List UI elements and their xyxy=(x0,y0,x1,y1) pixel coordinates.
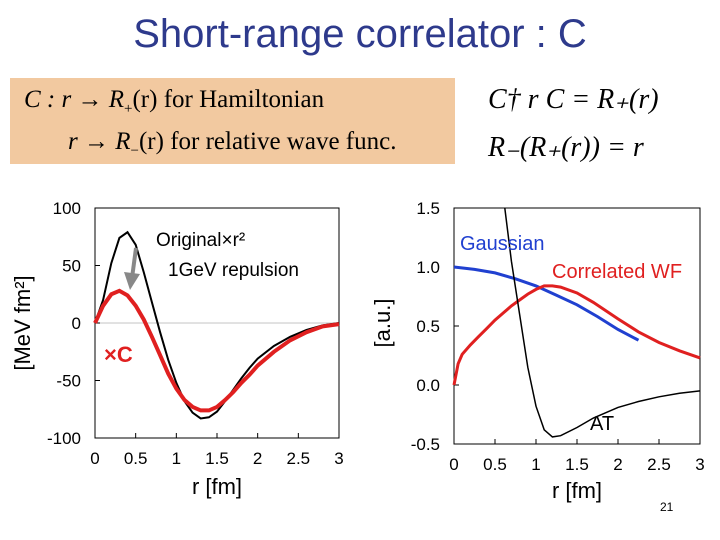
slide-title: Short-range correlator : C xyxy=(133,12,587,56)
y-tick-label: 50 xyxy=(62,257,81,276)
y-tick-label: 100 xyxy=(53,199,81,218)
right-series-gaussian xyxy=(453,265,640,342)
equation-inverse: R₋(R₊(r)) = r xyxy=(488,132,644,163)
x-tick-label: 0.5 xyxy=(124,449,148,468)
def2-prefix: r → R xyxy=(68,128,131,155)
left-arrow-shaft xyxy=(130,247,138,279)
equation-correlator: C† r C = R₊(r) xyxy=(488,84,659,115)
page-number: 21 xyxy=(660,500,674,514)
y-tick-label: 0.0 xyxy=(416,376,440,395)
x-tick-label: 1 xyxy=(172,449,181,468)
x-tick-label: 3 xyxy=(695,455,704,474)
legend-gaussian: Gaussian xyxy=(460,233,545,255)
x-tick-label: 2 xyxy=(253,449,262,468)
x-tick-label: 1.5 xyxy=(205,449,229,468)
right-series-correlated xyxy=(452,284,701,386)
left-ylabel: [MeV fm²] xyxy=(10,275,35,370)
definition-wavefunction: r → R−(r) for relative wave func. xyxy=(68,128,396,160)
y-tick-label: -0.5 xyxy=(411,435,440,454)
right-xlabel: r [fm] xyxy=(552,478,602,503)
y-tick-label: -100 xyxy=(47,429,81,448)
x-tick-label: 3 xyxy=(334,449,343,468)
annotation-times-c: ×C xyxy=(104,342,133,367)
x-tick-label: 0 xyxy=(90,449,99,468)
x-tick-label: 1 xyxy=(531,455,540,474)
left-series-original xyxy=(94,230,340,420)
y-tick-label: 0.5 xyxy=(416,317,440,336)
x-tick-label: 1.5 xyxy=(565,455,589,474)
def1-prefix: C : r → R xyxy=(24,86,124,113)
right-chart: 0 0.5 1 1.5 2 2.5 3 1.5 1.0 0.5 0.0 -0.5 Gaussian C… xyxy=(370,199,705,503)
x-tick-label: 0.5 xyxy=(483,455,507,474)
definition-box: C : r → R+(r) for Hamiltonian r → R−(r) … xyxy=(10,78,455,164)
x-tick-label: 2.5 xyxy=(647,455,671,474)
x-tick-label: 0 xyxy=(449,455,458,474)
legend-correlated: Correlated WF xyxy=(552,261,682,283)
left-arrow-head xyxy=(124,272,140,290)
y-tick-label: 0 xyxy=(72,314,81,333)
left-xlabel: r [fm] xyxy=(192,474,242,499)
def1-suffix: (r) for Hamiltonian xyxy=(132,86,325,113)
def2-sub: − xyxy=(130,143,139,159)
x-tick-label: 2.5 xyxy=(287,449,311,468)
left-series-correlated xyxy=(93,288,340,413)
y-tick-label: 1.0 xyxy=(416,258,440,277)
y-tick-label: -50 xyxy=(56,372,81,391)
x-tick-label: 2 xyxy=(613,455,622,474)
right-series-at xyxy=(504,207,701,438)
annotation-original: Original×r² xyxy=(156,230,245,251)
definition-hamiltonian: C : r → R+(r) for Hamiltonian xyxy=(24,86,324,118)
left-chart: 0 0.5 1 1.5 2 2.5 3 100 50 0 -50 -100 r [fm] [MeV f… xyxy=(10,199,344,499)
left-ticks: 0 0.5 1 1.5 2 2.5 3 100 50 0 -50 -100 xyxy=(47,199,344,468)
y-tick-label: 1.5 xyxy=(416,199,440,218)
def2-suffix: (r) for relative wave func. xyxy=(138,128,397,155)
annotation-repulsion: 1GeV repulsion xyxy=(168,260,299,281)
def1-sub: + xyxy=(124,101,133,117)
annotation-at: AT xyxy=(590,413,614,435)
right-ylabel: [a.u.] xyxy=(370,299,395,348)
right-ticks: 0 0.5 1 1.5 2 2.5 3 1.5 1.0 0.5 0.0 -0.5 xyxy=(411,199,705,474)
